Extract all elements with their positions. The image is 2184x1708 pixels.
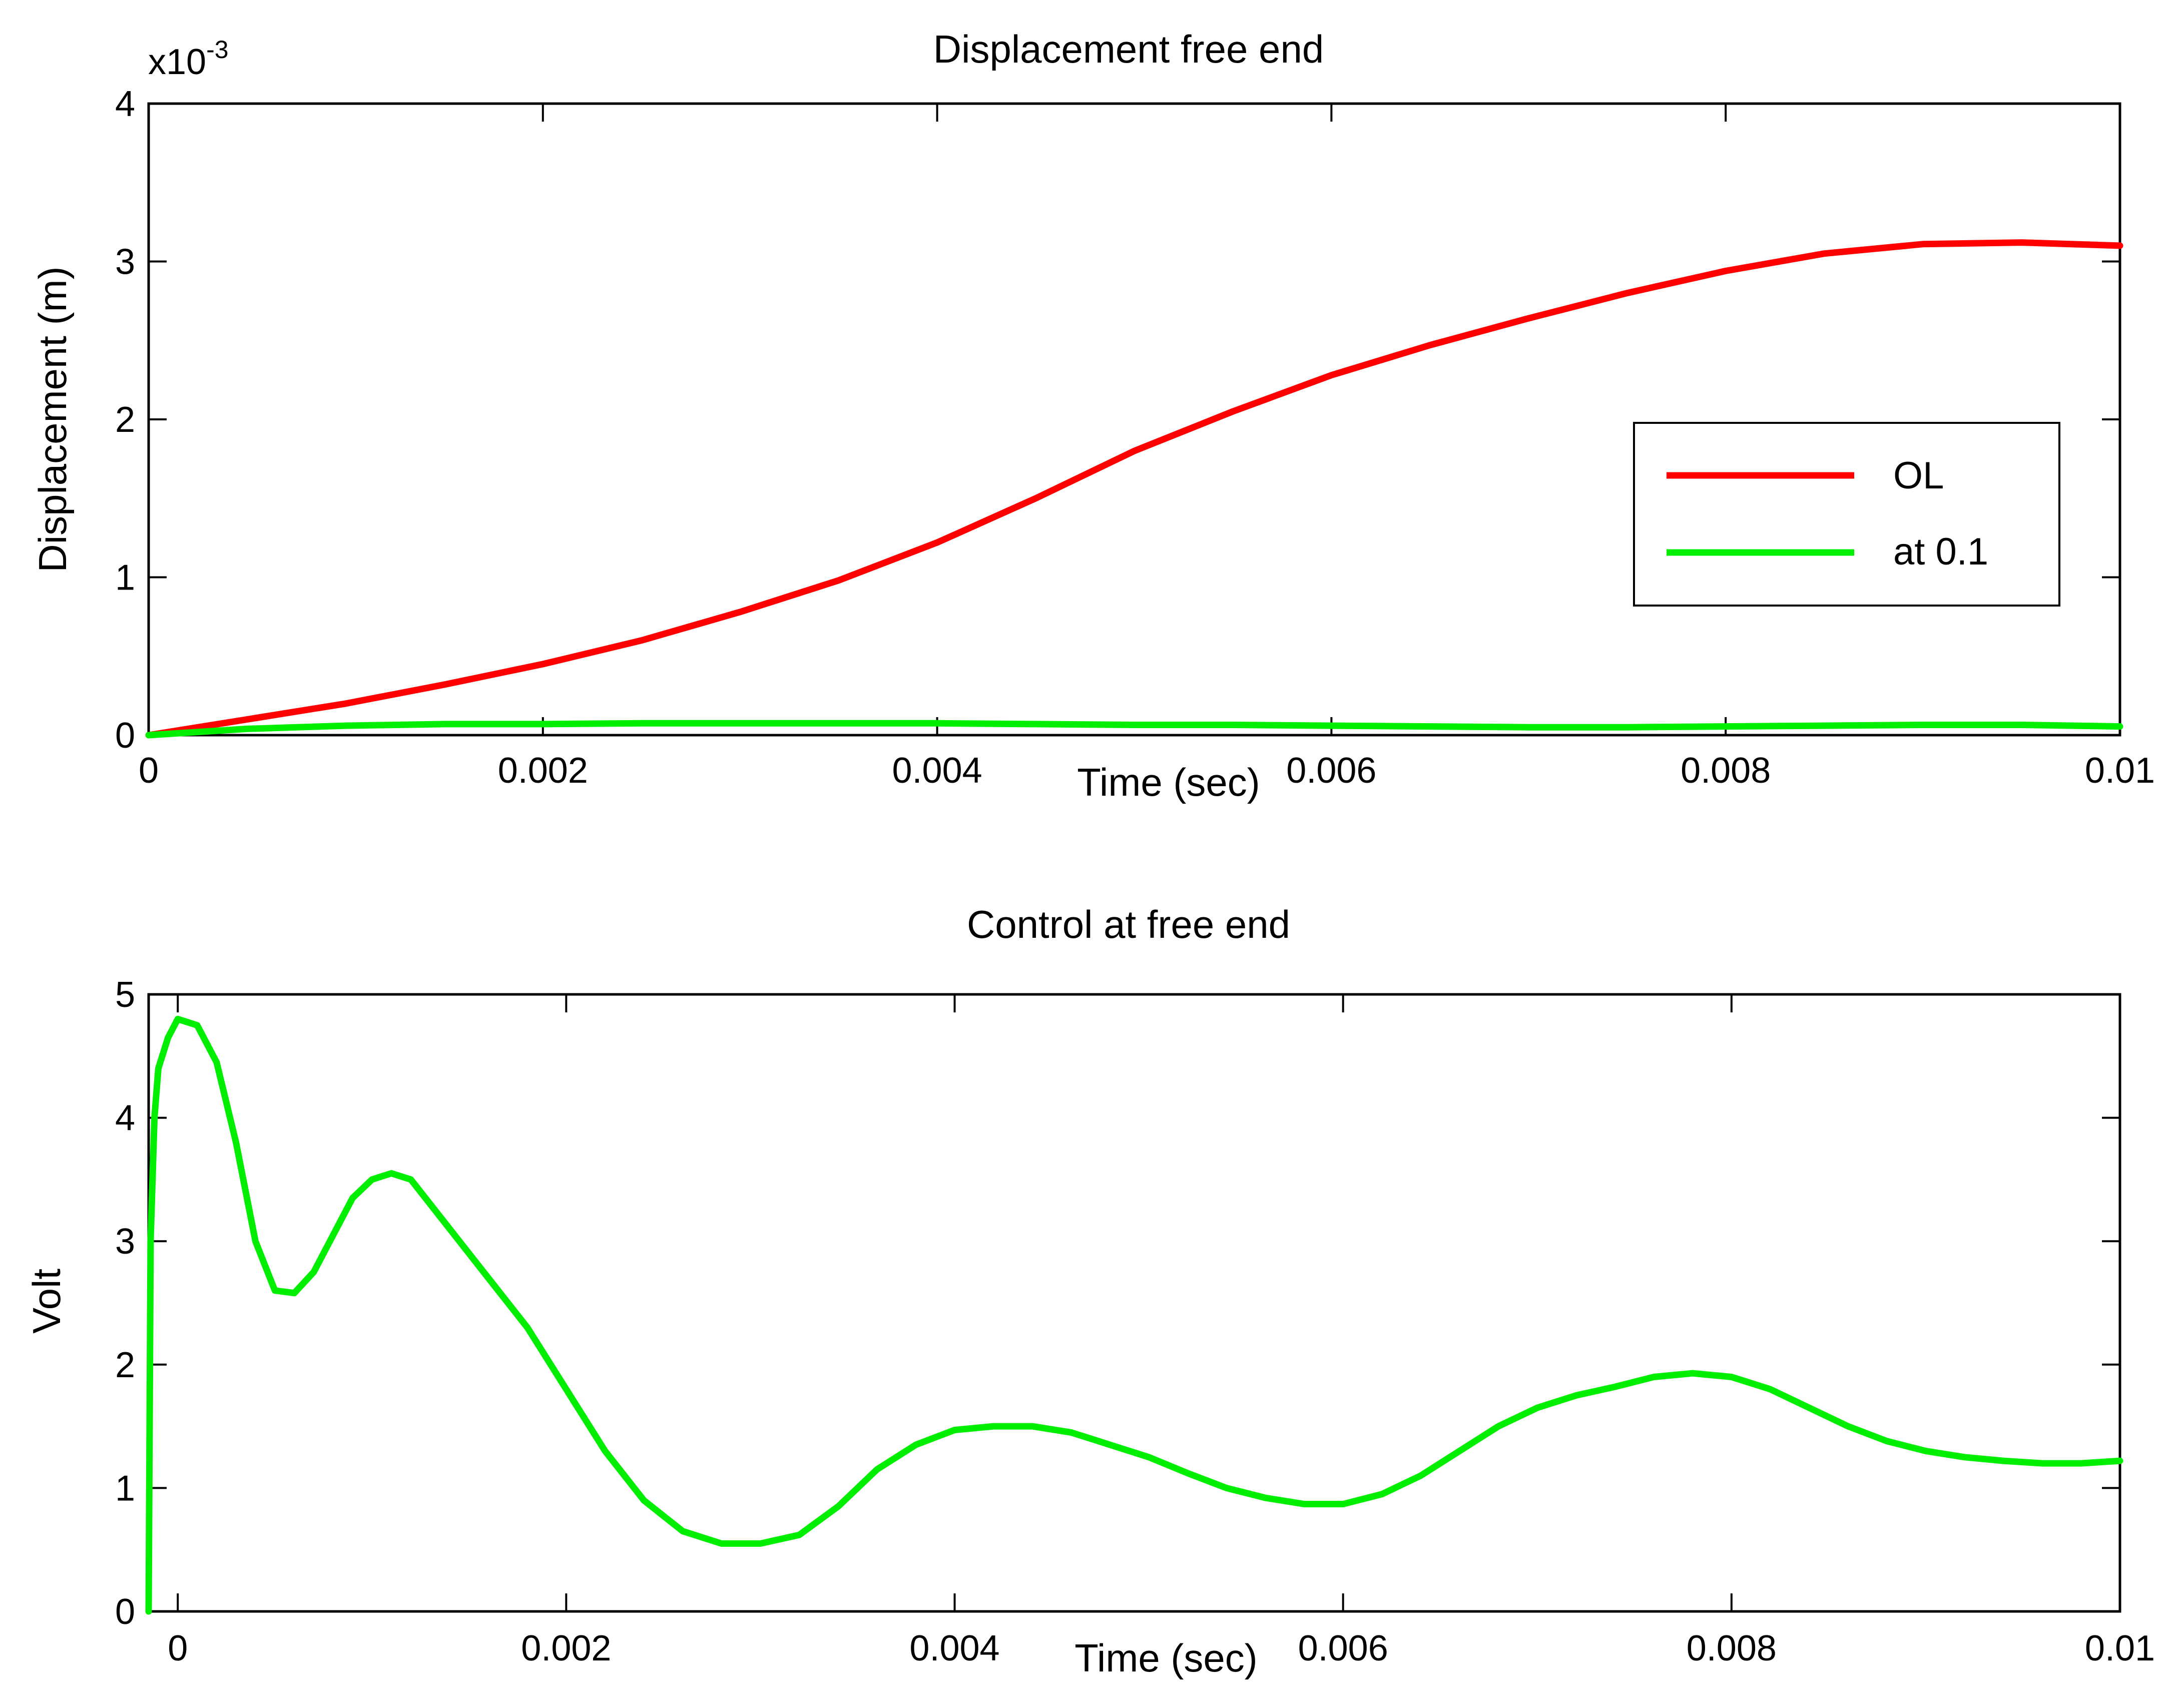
x-axis-ticks-displacement: 0 0.002 0.004 0.006 0.008 0.01: [139, 104, 2155, 791]
y-axis-ticks-displacement: 0 1 2 3 4: [115, 84, 2120, 756]
x-tick-label-displacement: 0.006: [1286, 751, 1376, 791]
x-axis-ticks-control: 0 0.002 0.004 0.006 0.008 0.01: [168, 994, 2155, 1668]
x-tick-label-control: 0: [168, 1628, 188, 1668]
legend-label-at-0-1: at 0.1: [1893, 530, 1988, 573]
y-tick-label-control: 3: [115, 1222, 135, 1262]
series-lines-control: [145, 1015, 2123, 1615]
y-exponent-base: x10: [148, 42, 206, 82]
y-tick-label-control: 5: [115, 975, 135, 1015]
series-line-control-0: [145, 1015, 2123, 1615]
x-axis-label-displacement: Time (sec): [1077, 760, 1260, 804]
x-tick-label-displacement: 0.01: [2085, 751, 2155, 791]
x-axis-label-control: Time (sec): [1074, 1636, 1257, 1680]
y-axis-ticks-control: 0 1 2 3 4 5: [115, 975, 2120, 1632]
y-exponent-label: x10-3: [148, 36, 229, 82]
displacement-chart: Displacement free end x10-3 0 1 2 3 4 0 0.002…: [31, 27, 2155, 804]
x-tick-label-displacement: 0.008: [1681, 751, 1771, 791]
y-tick-label-control: 0: [115, 1592, 135, 1632]
x-tick-label-control: 0.006: [1298, 1628, 1388, 1668]
y-tick-label-displacement: 3: [115, 242, 135, 282]
chart-title-displacement: Displacement free end: [933, 27, 1324, 71]
series-line-displacement-0: [145, 239, 2123, 739]
legend-label-ol: OL: [1893, 454, 1944, 497]
x-tick-label-control: 0.01: [2085, 1628, 2155, 1668]
y-axis-label-control: Volt: [25, 1269, 69, 1334]
y-exponent-power: -3: [206, 36, 228, 64]
y-tick-label-displacement: 2: [115, 400, 135, 440]
y-tick-label-displacement: 4: [115, 84, 135, 124]
series-lines-displacement: [145, 239, 2123, 739]
series-line-displacement-1: [145, 720, 2123, 739]
y-tick-label-displacement: 0: [115, 716, 135, 756]
y-tick-label-displacement: 1: [115, 558, 135, 598]
chart-title-control: Control at free end: [967, 902, 1290, 946]
y-tick-label-control: 2: [115, 1345, 135, 1385]
legend: OL at 0.1: [1633, 422, 2060, 607]
legend-box: [1633, 422, 2060, 607]
x-tick-label-displacement: 0: [139, 751, 159, 791]
x-tick-label-displacement: 0.002: [498, 751, 588, 791]
x-tick-label-displacement: 0.004: [892, 751, 982, 791]
control-chart: Control at free end 0 1 2 3 4 5 0 0.002 0.004 0.…: [25, 902, 2155, 1680]
y-tick-label-control: 1: [115, 1468, 135, 1508]
plot-frame-displacement: [147, 102, 2121, 737]
y-axis-label-displacement: Displacement (m): [31, 266, 75, 572]
x-tick-label-control: 0.002: [521, 1628, 611, 1668]
x-tick-label-control: 0.008: [1687, 1628, 1777, 1668]
x-tick-label-control: 0.004: [909, 1628, 999, 1668]
y-tick-label-control: 4: [115, 1098, 135, 1138]
plot-frame-control: [147, 993, 2121, 1613]
